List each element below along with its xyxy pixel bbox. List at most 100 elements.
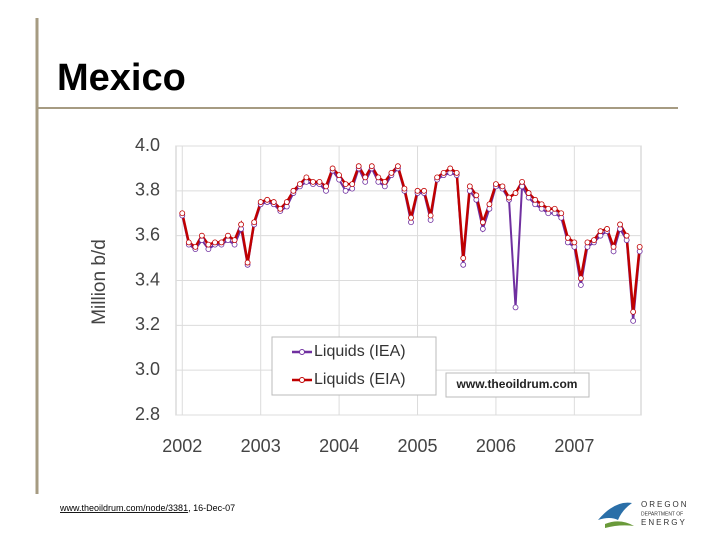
x-tick-label: 2006: [476, 436, 516, 456]
data-point: [545, 205, 552, 212]
y-tick-label: 3.0: [135, 359, 160, 379]
data-point: [368, 163, 375, 170]
data-point: [551, 205, 558, 212]
data-point: [447, 165, 454, 172]
data-point: [264, 196, 271, 203]
data-point: [434, 174, 441, 181]
slide-title: Mexico: [57, 57, 186, 99]
data-point: [342, 181, 349, 188]
data-point: [453, 169, 460, 176]
data-point: [185, 239, 192, 246]
data-point: [460, 261, 467, 268]
data-point: [564, 235, 571, 241]
data-point: [538, 201, 545, 208]
x-tick-label: 2004: [319, 436, 359, 456]
data-point: [375, 174, 382, 181]
y-tick-label: 3.8: [135, 180, 160, 200]
data-point: [257, 199, 264, 205]
x-tick-label: 2005: [397, 436, 437, 456]
data-point: [310, 178, 316, 185]
data-point: [414, 187, 421, 194]
logo-text: OREGON: [641, 500, 689, 509]
data-point: [355, 163, 362, 170]
data-point: [277, 205, 284, 212]
data-point: [604, 226, 610, 232]
legend-marker: [299, 377, 305, 383]
y-axis-label: Million b/d: [89, 239, 110, 325]
data-point: [283, 199, 290, 205]
data-point: [584, 239, 591, 246]
data-point: [323, 183, 329, 190]
footer-date: , 16-Dec-07: [188, 503, 235, 513]
data-point: [512, 190, 519, 196]
y-tick-label: 3.6: [135, 224, 160, 244]
y-tick-label: 3.2: [135, 314, 160, 334]
series-group: [179, 163, 643, 324]
data-point: [460, 255, 467, 261]
data-point: [473, 192, 480, 199]
data-point: [329, 165, 336, 172]
y-tick-label: 2.8: [135, 404, 160, 424]
data-point: [440, 169, 447, 176]
footer: www.theoildrum.com/node/3381, 16-Dec-07: [59, 503, 235, 513]
data-point: [336, 172, 343, 179]
data-point: [617, 221, 623, 228]
data-point: [401, 185, 408, 192]
data-point: [362, 174, 369, 181]
data-point: [610, 243, 617, 250]
data-point: [408, 214, 414, 221]
data-point: [179, 210, 186, 217]
data-point: [303, 174, 310, 181]
data-point: [479, 219, 486, 226]
legend-label: Liquids (IEA): [314, 343, 406, 360]
legend-label: Liquids (EIA): [314, 371, 406, 388]
data-point: [577, 275, 584, 282]
data-point: [486, 201, 493, 208]
data-point: [519, 178, 525, 185]
data-point: [591, 237, 597, 244]
data-point: [532, 196, 539, 203]
watermark-box: [445, 372, 590, 398]
data-point: [623, 232, 630, 239]
data-point: [506, 194, 512, 201]
data-point: [479, 226, 486, 232]
data-point: [296, 181, 303, 188]
data-point: [558, 210, 565, 217]
data-point: [571, 239, 578, 246]
footer-link[interactable]: www.theoildrum.com/node/3381: [59, 503, 188, 513]
data-point: [349, 181, 356, 188]
data-point: [466, 183, 473, 190]
y-tick-label: 3.4: [135, 269, 160, 289]
data-point: [421, 187, 427, 194]
data-point: [499, 183, 506, 190]
data-point: [316, 178, 323, 185]
data-point: [205, 241, 212, 248]
data-point: [597, 228, 604, 235]
data-point: [636, 243, 643, 250]
data-point: [270, 199, 277, 205]
data-point: [577, 282, 584, 288]
data-point: [630, 308, 637, 315]
data-point: [512, 304, 519, 311]
data-point: [388, 169, 395, 176]
data-point: [630, 317, 637, 324]
data-point: [192, 243, 199, 250]
data-point: [231, 237, 238, 244]
x-tick-label: 2002: [162, 436, 202, 456]
data-point: [290, 187, 297, 194]
data-point: [381, 178, 388, 185]
data-point: [427, 212, 434, 219]
logo-text: DEPARTMENT OF: [641, 511, 683, 517]
data-point: [225, 232, 231, 239]
legend: [271, 336, 437, 396]
data-point: [244, 259, 251, 266]
logo-icon: [598, 502, 634, 528]
data-point: [238, 221, 244, 228]
x-tick-label: 2003: [241, 436, 281, 456]
data-point: [251, 219, 258, 226]
data-point: [493, 181, 499, 188]
data-point: [525, 190, 532, 196]
data-point: [218, 239, 225, 246]
x-tick-label: 2007: [554, 436, 594, 456]
